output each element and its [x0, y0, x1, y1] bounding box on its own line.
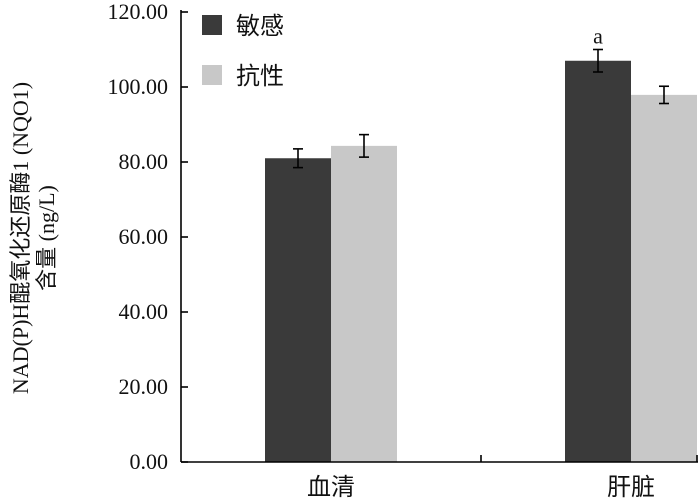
y-axis-label-line-1: NAD(P)H醌氧化还原酶1 (NQO1) — [8, 82, 33, 394]
legend-swatch-2 — [202, 65, 222, 85]
legend-label-1: 敏感 — [236, 13, 284, 40]
y-tick-label-2: 20.00 — [119, 374, 169, 399]
y-tick-label-7: 120.00 — [108, 0, 169, 24]
y-tick-label-1: 0.00 — [130, 449, 169, 474]
y-axis-label: NAD(P)H醌氧化还原酶1 (NQO1) 含量 (ng/L) — [8, 82, 59, 394]
y-tick-label-6: 100.00 — [108, 74, 169, 99]
y-tick-label-4: 60.00 — [119, 224, 169, 249]
y-tick-label-3: 40.00 — [119, 299, 169, 324]
bar-2-1 — [565, 60, 631, 462]
bar-1-2 — [331, 145, 397, 462]
bar-1-1 — [265, 158, 331, 462]
legend-label-2: 抗性 — [236, 63, 284, 90]
bar-2-2 — [631, 94, 697, 462]
y-tick-label-5: 80.00 — [119, 149, 169, 174]
y-axis-label-line-2: 含量 (ng/L) — [34, 185, 59, 291]
x-tick-label-1: 血清 — [307, 474, 355, 501]
legend-swatch-1 — [202, 15, 222, 35]
plot-area: 血清 肝脏 a 0.00 20.00 40.00 60.00 80.00 100.00 120.0… — [108, 0, 698, 501]
significance-label-1: a — [593, 24, 603, 49]
x-tick-label-2: 肝脏 — [607, 474, 655, 501]
